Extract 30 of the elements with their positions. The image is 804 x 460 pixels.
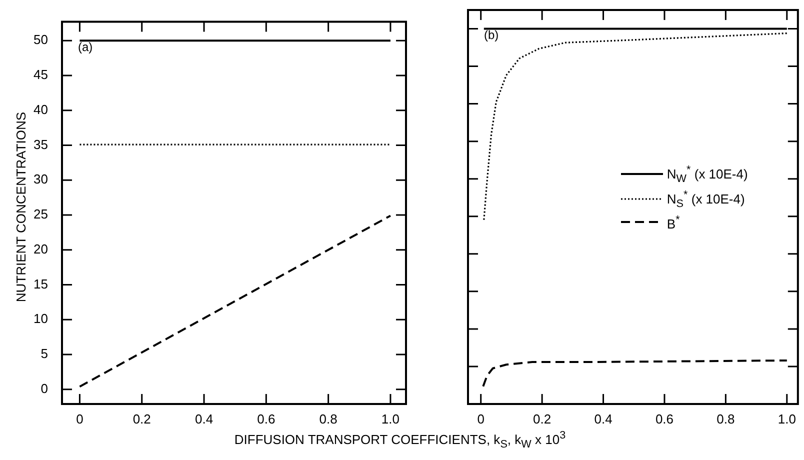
x-tick-label: 1.0 (381, 411, 400, 426)
x-tick-label: 0.6 (257, 411, 276, 426)
y-tick-label: 50 (34, 32, 48, 48)
x-tick-label: 0 (76, 411, 84, 426)
x-axis-title: DIFFUSION TRANSPORT COEFFICIENTS, k$_{S}$, k$_{W}$ x 10$^{3}$ (234, 430, 566, 450)
x-tick-label: 1.0 (778, 411, 796, 426)
x-tick-label: 0.2 (132, 411, 151, 426)
y-tick-label: 35 (34, 136, 48, 152)
legend-label: B$^{*}$ (666, 212, 680, 232)
x-tick-label: 0.4 (194, 411, 214, 426)
annotation: (b) (484, 28, 499, 42)
y-tick-label: 5 (40, 346, 48, 362)
y-tick-label: 45 (34, 67, 48, 82)
y-tick-label: 30 (34, 172, 48, 187)
y-tick-label: 40 (34, 102, 48, 117)
y-tick-label: 15 (34, 276, 48, 292)
legend-label: N$_{S}$$^{*}$ (x 10E-4) (666, 188, 745, 212)
y-tick-label: 0 (40, 380, 48, 396)
legend-label: N$_{W}$$^{*}$ (x 10E-4) (666, 163, 748, 187)
y-tick-label: 10 (34, 311, 48, 326)
x-tick-label: 0.8 (716, 411, 735, 426)
annotation: (a) (78, 40, 93, 54)
x-tick-label: 0.4 (594, 411, 612, 426)
x-tick-label: 0.2 (533, 411, 552, 426)
x-tick-label: 0 (477, 411, 484, 426)
x-tick-label: 0.6 (655, 411, 674, 426)
y-axis-title: NUTRIENT CONCENTRATIONS (14, 112, 28, 302)
y-tick-label: 25 (34, 206, 48, 222)
x-tick-label: 0.8 (319, 411, 338, 426)
y-tick-label: 20 (34, 241, 48, 256)
